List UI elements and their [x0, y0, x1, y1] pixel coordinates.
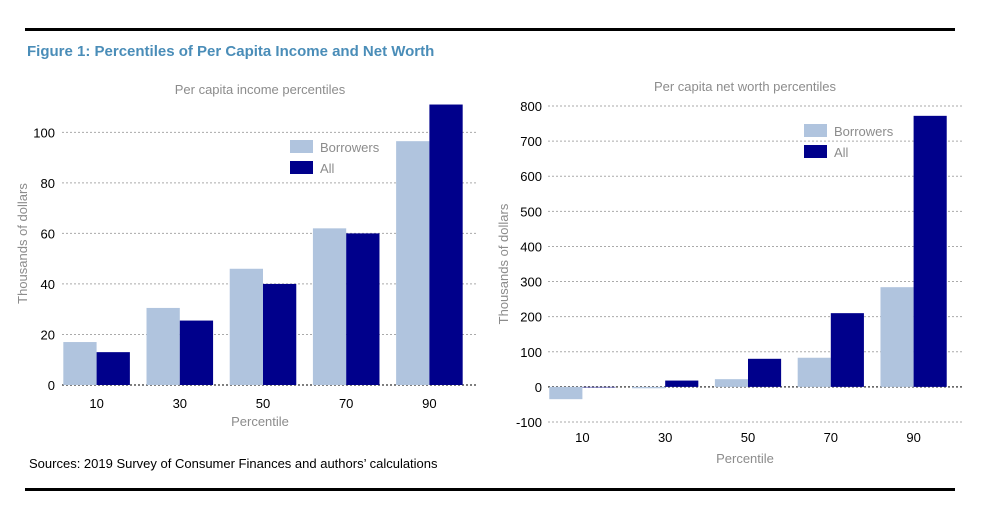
chart-title: Per capita income percentiles [175, 82, 346, 97]
y-tick-label: 300 [520, 275, 542, 290]
x-tick-label: 30 [173, 396, 187, 411]
bar-all-30 [179, 320, 214, 385]
source-note: Sources: 2019 Survey of Consumer Finance… [29, 456, 438, 471]
bar-borrowers-30 [146, 307, 180, 385]
legend-label-borrowers: Borrowers [320, 140, 380, 155]
y-tick-label: 600 [520, 169, 542, 184]
bar-all-70 [346, 233, 380, 385]
legend-label-borrowers: Borrowers [834, 124, 894, 139]
x-tick-label: 70 [824, 430, 838, 445]
y-tick-label: 700 [520, 134, 542, 149]
bar-all-50 [263, 283, 297, 385]
y-tick-label: 20 [41, 327, 55, 342]
y-tick-label: 0 [48, 378, 55, 393]
bar-borrowers-10 [549, 386, 583, 400]
bar-borrowers-70 [797, 357, 831, 387]
x-tick-label: 90 [906, 430, 920, 445]
x-tick-label: 50 [741, 430, 755, 445]
y-axis-label: Thousands of dollars [15, 183, 30, 304]
bar-all-10 [96, 352, 130, 385]
y-tick-label: 800 [520, 99, 542, 114]
legend-label-all: All [320, 161, 335, 176]
y-tick-label: 100 [33, 125, 55, 140]
bar-borrowers-90 [396, 141, 430, 385]
x-tick-label: 50 [256, 396, 270, 411]
bar-all-10 [582, 386, 616, 388]
y-tick-label: 100 [520, 345, 542, 360]
legend-swatch-all [290, 161, 313, 174]
bottom-rule [25, 488, 955, 491]
x-tick-label: 70 [339, 396, 353, 411]
bar-all-70 [830, 313, 864, 387]
top-rule [25, 28, 955, 31]
y-tick-label: 200 [520, 310, 542, 325]
bar-all-30 [665, 380, 699, 387]
bar-borrowers-50 [229, 268, 263, 385]
y-tick-label: 400 [520, 239, 542, 254]
bar-borrowers-50 [714, 379, 748, 387]
x-axis-label: Percentile [716, 451, 774, 466]
y-tick-label: 40 [41, 277, 55, 292]
x-tick-label: 10 [89, 396, 103, 411]
legend-swatch-all [804, 145, 827, 158]
bar-borrowers-30 [632, 386, 666, 389]
y-tick-label: 60 [41, 226, 55, 241]
y-tick-label: 80 [41, 176, 55, 191]
legend-swatch-borrowers [804, 124, 827, 137]
bar-borrowers-70 [312, 228, 347, 385]
y-tick-label: 500 [520, 204, 542, 219]
chart-title: Per capita net worth percentiles [654, 79, 837, 94]
bar-borrowers-90 [880, 287, 914, 387]
x-axis-label: Percentile [231, 414, 289, 429]
y-tick-label: 0 [535, 380, 542, 395]
y-tick-label: -100 [516, 415, 542, 430]
bar-all-50 [748, 358, 782, 387]
bar-all-90 [913, 115, 947, 387]
x-tick-label: 90 [422, 396, 436, 411]
x-tick-label: 10 [575, 430, 589, 445]
y-axis-label: Thousands of dollars [496, 203, 511, 324]
bar-borrowers-10 [63, 342, 97, 385]
figure-title: Figure 1: Percentiles of Per Capita Inco… [27, 43, 435, 60]
legend-swatch-borrowers [290, 140, 313, 153]
x-tick-label: 30 [658, 430, 672, 445]
bar-all-90 [429, 104, 463, 385]
legend-label-all: All [834, 145, 849, 160]
